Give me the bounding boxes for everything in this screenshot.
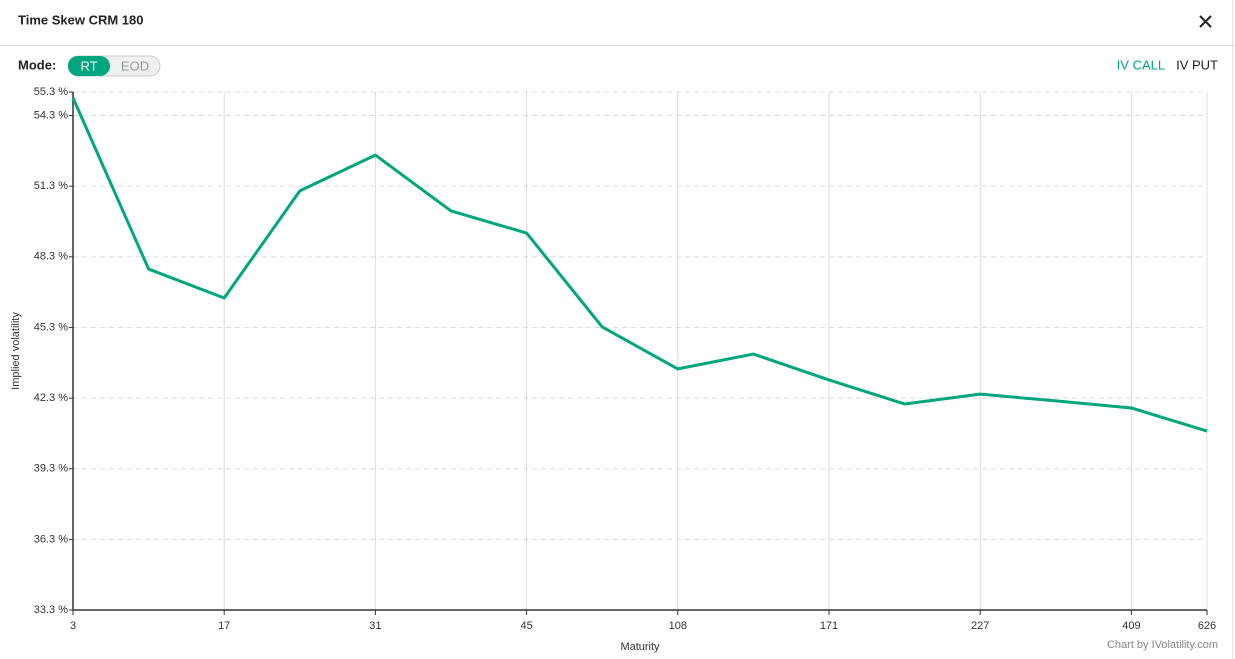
- mode-option[interactable]: EOD: [121, 58, 149, 73]
- y-tick-label: 36.3 %: [34, 533, 68, 545]
- y-tick-label: 48.3 %: [34, 251, 68, 263]
- close-button[interactable]: [1199, 15, 1212, 28]
- y-tick-label: 42.3 %: [34, 392, 68, 404]
- y-tick-label: 51.3 %: [34, 180, 68, 192]
- window-title: Time Skew CRM 180: [18, 12, 143, 27]
- y-tick-label: 55.3 %: [34, 86, 68, 98]
- y-tick-label: 39.3 %: [34, 463, 68, 475]
- series-line: [71, 97, 1208, 433]
- mode-option-bg: [68, 56, 110, 76]
- legend-item[interactable]: IV PUT: [1176, 57, 1218, 72]
- mode-toggle: RT EOD: [67, 55, 161, 77]
- mode-option-label: RT: [80, 58, 97, 73]
- y-axis-title: Implied volatility: [10, 312, 22, 390]
- x-axis-title: Maturity: [620, 641, 660, 653]
- x-tick-label: 108: [669, 620, 687, 632]
- mode-label: Mode:: [18, 57, 56, 72]
- legend-item[interactable]: IV CALL: [1117, 57, 1165, 72]
- mode-option[interactable]: RT: [68, 56, 110, 76]
- x-tick-label: 17: [218, 620, 230, 632]
- y-tick-label: 54.3 %: [34, 109, 68, 121]
- y-tick-label: 45.3 %: [34, 321, 68, 333]
- credit: Chart by IVolatility.com: [1107, 639, 1218, 651]
- x-tick-label: 409: [1122, 620, 1140, 632]
- close-icon: [1199, 15, 1212, 28]
- mode-option-label: EOD: [121, 58, 149, 73]
- x-tick-label: 227: [971, 620, 989, 632]
- chart: 33.3 % 36.3 % 39.3 % 42.3 % 45.3 % 48.3 % 51.3…: [10, 86, 1216, 653]
- x-tick-label: 626: [1198, 620, 1216, 632]
- x-tick-label: 31: [369, 620, 381, 632]
- legend: IV PUT IV CALL: [1117, 57, 1218, 72]
- x-tick-label: 45: [520, 620, 532, 632]
- y-tick-label: 33.3 %: [34, 604, 68, 616]
- x-tick-label: 3: [70, 620, 76, 632]
- x-tick-label: 171: [820, 620, 838, 632]
